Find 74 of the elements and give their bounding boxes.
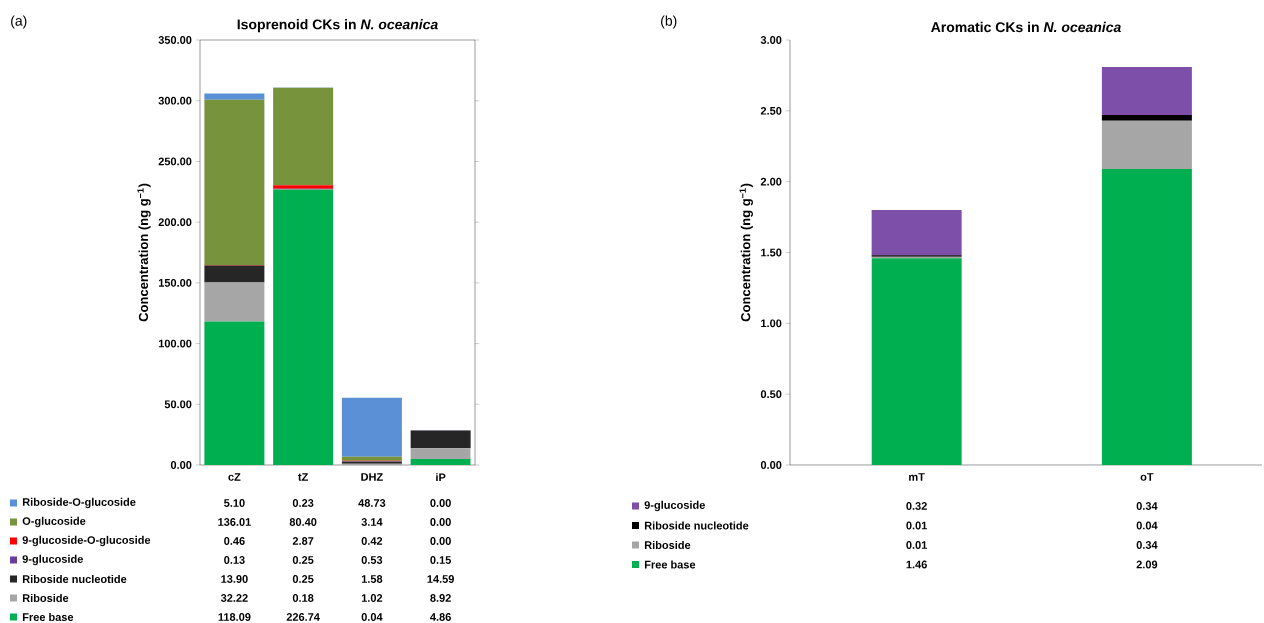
data-label: 0.04 <box>361 613 383 621</box>
data-label: 1.46 <box>906 560 927 569</box>
y-tick-label: 50.00 <box>164 400 192 409</box>
data-label: 8.92 <box>430 594 451 602</box>
data-label: 118.09 <box>218 613 251 621</box>
y-axis-title: Concentration (ng g$^{−1}$) <box>137 183 151 322</box>
x-tick-label: cZ <box>228 473 241 481</box>
y-tick-label: 2.00 <box>760 177 782 186</box>
legend-label: Riboside <box>644 540 691 550</box>
data-label: 0.25 <box>292 556 314 564</box>
y-tick-label: 3.00 <box>760 36 782 44</box>
x-tick-label: oT <box>1140 473 1154 481</box>
y-tick-label: 150.00 <box>158 278 192 287</box>
legend-label: Free base <box>22 612 74 622</box>
chart-title: Aromatic CKs in N. oceanica <box>931 21 1121 33</box>
text: (b) <box>661 15 677 29</box>
data-label: 0.18 <box>292 594 314 602</box>
data-label: 13.90 <box>221 575 248 583</box>
legend-label: 9-glucoside <box>22 554 83 566</box>
data-label: 5.10 <box>224 499 245 507</box>
data-label: 0.15 <box>430 556 451 564</box>
data-label: 0.34 <box>1136 502 1158 510</box>
data-label: 0.00 <box>430 537 451 545</box>
data-label: 14.59 <box>427 575 454 583</box>
data-label: 4.86 <box>430 613 451 621</box>
y-tick-label: 1.00 <box>761 319 782 328</box>
data-label: 3.14 <box>361 518 383 526</box>
y-axis-title: Concentration (ng g$^{−1}$) <box>739 183 753 322</box>
text: (a) <box>11 15 27 29</box>
y-tick-label: 0.00 <box>170 461 192 469</box>
data-label: 1.58 <box>361 575 383 583</box>
legend-label: O-glucoside <box>22 516 86 528</box>
data-label: 0.01 <box>906 541 927 549</box>
data-label: 32.22 <box>220 594 248 602</box>
x-tick-label: tZ <box>298 473 308 481</box>
y-tick-label: 1.50 <box>761 248 782 257</box>
data-label: 0.32 <box>906 502 927 510</box>
data-label: 48.73 <box>358 499 386 507</box>
y-tick-label: 0.50 <box>760 390 782 399</box>
data-label: 2.87 <box>292 537 314 545</box>
data-label: 0.00 <box>430 518 451 526</box>
data-label: 2.09 <box>1136 560 1158 569</box>
y-tick-label: 250.00 <box>158 157 192 166</box>
data-label: 0.23 <box>292 499 314 507</box>
data-label: 0.25 <box>292 575 314 583</box>
data-label: 136.01 <box>218 518 251 526</box>
data-label: 0.53 <box>361 556 383 564</box>
legend-label: Riboside <box>22 593 69 603</box>
y-tick-label: 300.00 <box>158 96 192 105</box>
data-label: 0.01 <box>906 521 927 530</box>
legend-label: Riboside nucleotide <box>22 574 127 584</box>
legend-label: 9-glucoside <box>644 500 705 512</box>
data-label: 80.40 <box>289 518 317 526</box>
chart-title: Isoprenoid CKs in N. oceanica <box>237 19 438 33</box>
y-tick-label: 0.00 <box>760 461 782 469</box>
data-label: 0.13 <box>224 556 245 564</box>
legend-label: Riboside nucleotide <box>644 521 749 530</box>
data-label: 0.34 <box>1136 541 1158 549</box>
y-tick-label: 350.00 <box>158 36 192 44</box>
data-label: 0.00 <box>430 499 451 507</box>
legend-label: 9-glucoside-O-glucoside <box>22 535 151 547</box>
data-label: 0.42 <box>361 537 383 545</box>
x-tick-label: iP <box>436 473 446 482</box>
data-label: 0.46 <box>224 537 245 545</box>
x-tick-label: DHZ <box>361 473 383 481</box>
y-tick-label: 100.00 <box>158 339 192 348</box>
data-label: 0.04 <box>1136 521 1158 530</box>
y-tick-label: 200.00 <box>158 218 192 227</box>
x-tick-label: mT <box>909 473 925 481</box>
data-label: 226.74 <box>286 613 320 621</box>
legend-label: Free base <box>644 560 696 569</box>
legend-label: Riboside-O-glucoside <box>22 497 136 509</box>
y-tick-label: 2.50 <box>760 106 782 115</box>
data-label: 1.02 <box>361 594 383 602</box>
